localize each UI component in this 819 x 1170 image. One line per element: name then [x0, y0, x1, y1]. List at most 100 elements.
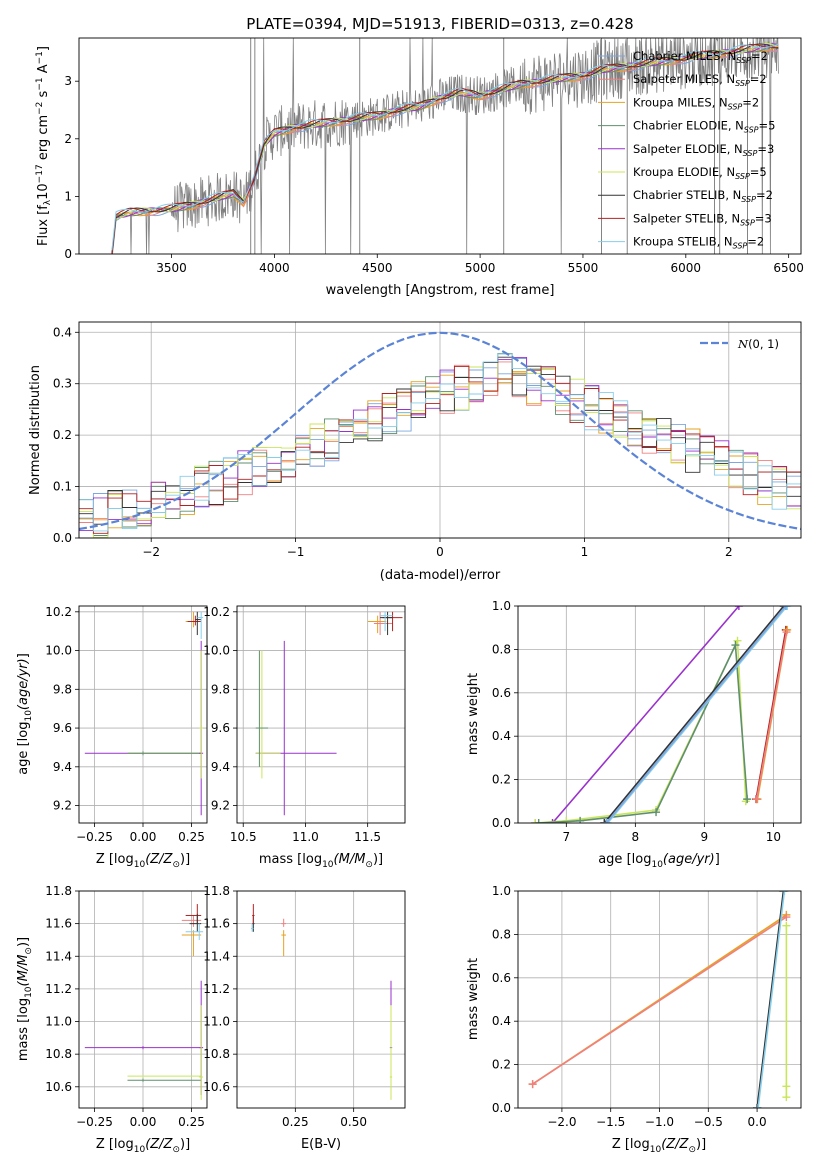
- x-tick-label: 0.00: [130, 1115, 157, 1129]
- weight-marker: [782, 913, 791, 922]
- x-axis-label: Z [log10(Z/Z⊙)]: [96, 1137, 190, 1155]
- histogram-kroupa-stelib: [79, 353, 801, 532]
- y-tick-label: 0.4: [492, 729, 511, 743]
- axes-residuals: −2 −1 0 1 2 0.0 0.1 0.2 0.3 0.4 N(0, 1) (data-model…: [28, 321, 802, 583]
- x-tick-label: 10: [766, 830, 781, 844]
- weight-marker: [752, 795, 761, 804]
- legend-entry: Chabrier STELIB, NSSP=2: [633, 188, 773, 204]
- x-tick-label: −1.5: [596, 1115, 625, 1129]
- y-tick-label: 10.8: [45, 1047, 72, 1061]
- legend: Chabrier MILES, NSSP=2 Salpeter MILES, NS…: [598, 49, 775, 251]
- y-tick-label: 10.6: [203, 1080, 230, 1094]
- x-tick-label: −0.25: [76, 1115, 113, 1129]
- y-tick-label: 11.2: [45, 982, 72, 996]
- legend-entry: Salpeter MILES, NSSP=2: [633, 72, 767, 88]
- y-tick-label: 11.8: [203, 884, 230, 898]
- histogram-salpeter-stelib: [79, 365, 801, 534]
- axes-weight_vs_age: 7 8 9 10 0.0 0.2 0.4 0.6 0.8 1.0 age [log10(age/yr…: [466, 599, 802, 870]
- y-tick-label: 9.8: [211, 682, 230, 696]
- x-tick-label: 0.50: [340, 1115, 367, 1129]
- x-tick-label: 9: [701, 830, 709, 844]
- plot-area-weight_vs_Z: [528, 891, 791, 1108]
- weight-marker: [731, 641, 740, 650]
- weight-marker: [782, 628, 791, 637]
- legend-entry: N(0, 1): [737, 337, 779, 351]
- x-tick-label: 8: [632, 830, 640, 844]
- axes-weight_vs_Z: −2.0 −1.5 −1.0 −0.5 0.0 0.0 0.2 0.4 0.6 0.8 1.0 Z […: [466, 884, 802, 1155]
- axes-frame: [78, 321, 802, 539]
- weight-line: [532, 916, 787, 1085]
- legend: N(0, 1): [700, 337, 779, 351]
- y-tick-label: 0.0: [492, 1101, 511, 1115]
- weight-marker: [782, 921, 791, 930]
- spectrum-data-line: [111, 38, 779, 254]
- y-tick-label: 11.4: [203, 949, 230, 963]
- x-tick-label: 1: [581, 545, 589, 559]
- weight-line: [756, 891, 785, 1108]
- plot-area-mass_vs_ebv: [251, 904, 393, 1100]
- y-axis-label: Flux [fλ10−17 erg cm−2 s−1 A−1]: [35, 46, 53, 246]
- model-line-chabrier-stelib: [111, 43, 779, 254]
- y-tick-label: 3: [64, 74, 72, 88]
- x-tick-label: −0.25: [76, 830, 113, 844]
- y-tick-label: 0.1: [53, 480, 72, 494]
- y-tick-label: 2: [64, 132, 72, 146]
- y-tick-label: 11.8: [45, 884, 72, 898]
- weight-line: [756, 631, 788, 800]
- weight-marker: [733, 636, 742, 645]
- x-tick-label: 6000: [671, 261, 702, 275]
- weight-line: [603, 606, 785, 823]
- legend-entry: Salpeter STELIB, NSSP=3: [633, 211, 772, 227]
- x-tick-label: 0.25: [282, 1115, 309, 1129]
- axes-frame: [236, 605, 406, 824]
- y-tick-label: 9.4: [53, 760, 72, 774]
- axes-frame: [517, 890, 802, 1109]
- y-axis-label: Normed distribution: [28, 365, 43, 495]
- x-tick-label: 0: [436, 545, 444, 559]
- y-tick-label: 0: [64, 247, 72, 261]
- x-tick-label: −0.5: [694, 1115, 723, 1129]
- weight-marker: [734, 606, 743, 610]
- normal-curve: [79, 331, 801, 531]
- y-tick-label: 10.0: [45, 644, 72, 658]
- weight-marker: [602, 819, 611, 823]
- plot-area-residuals: [79, 331, 801, 538]
- y-tick-label: 10.8: [203, 1047, 230, 1061]
- figure-title: PLATE=0394, MJD=51913, FIBERID=0313, z=0…: [246, 15, 633, 33]
- legend-entry: Chabrier ELODIE, NSSP=5: [633, 119, 775, 135]
- y-tick-label: 9.6: [53, 721, 72, 735]
- x-axis-label: E(B-V): [301, 1137, 341, 1152]
- weight-line: [535, 640, 747, 823]
- x-tick-label: 10.5: [230, 830, 257, 844]
- plot-area-spectrum: [111, 38, 779, 254]
- y-tick-label: 0.4: [53, 325, 72, 339]
- plot-area-mass_vs_Z: [84, 904, 204, 1100]
- axes-mass_vs_Z: −0.25 0.00 0.25 10.6 10.8 11.0 11.2 11.4 11.6 11.…: [16, 884, 208, 1155]
- x-tick-label: 11.5: [354, 830, 381, 844]
- x-tick-label: −2.0: [547, 1115, 576, 1129]
- x-tick-label: −1: [287, 545, 305, 559]
- y-tick-label: 11.0: [45, 1015, 72, 1029]
- y-tick-label: 0.2: [492, 773, 511, 787]
- legend-entry: Kroupa STELIB, NSSP=2: [633, 235, 764, 251]
- weight-line: [538, 642, 748, 823]
- y-tick-label: 9.2: [53, 799, 72, 813]
- weight-marker: [781, 606, 790, 610]
- y-tick-label: 0.8: [492, 927, 511, 941]
- x-tick-label: 5000: [465, 261, 496, 275]
- y-tick-label: 0.4: [492, 1014, 511, 1028]
- y-tick-label: 9.8: [53, 682, 72, 696]
- y-tick-label: 0.6: [492, 971, 511, 985]
- y-tick-label: 9.6: [211, 721, 230, 735]
- axes-mass_vs_ebv: 0.25 0.50 10.6 10.8 11.0 11.2 11.4 11.6 11.8 E(B-…: [203, 884, 406, 1152]
- x-tick-label: −1.0: [645, 1115, 674, 1129]
- x-tick-label: 0.25: [178, 830, 205, 844]
- axes-frame: [78, 605, 208, 824]
- y-tick-label: 1.0: [492, 884, 511, 898]
- weight-marker: [534, 819, 543, 823]
- x-tick-label: 5500: [568, 261, 599, 275]
- legend-entry: Salpeter ELODIE, NSSP=3: [633, 142, 774, 158]
- x-tick-label: 4000: [259, 261, 290, 275]
- weight-marker: [528, 1080, 537, 1089]
